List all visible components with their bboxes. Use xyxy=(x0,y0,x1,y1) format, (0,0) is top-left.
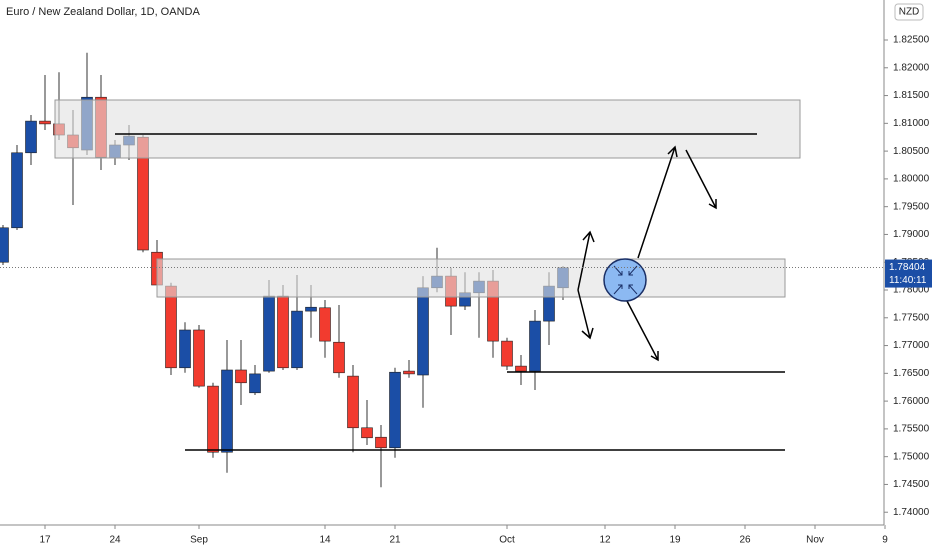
candle-body xyxy=(39,120,51,125)
candle-body xyxy=(0,227,9,263)
candle-body xyxy=(389,371,401,449)
y-tick-label: 1.76500 xyxy=(893,368,930,379)
x-tick-label: 14 xyxy=(319,535,331,546)
candle-body xyxy=(417,287,429,376)
currency-badge[interactable] xyxy=(894,3,924,21)
y-tick-label: 1.77500 xyxy=(893,312,930,323)
y-tick-label: 1.74000 xyxy=(893,507,930,518)
candle-body xyxy=(277,295,289,369)
last-price-label: 1.78404 xyxy=(889,262,926,273)
x-tick-label: 19 xyxy=(669,535,681,546)
y-tick-label: 1.82000 xyxy=(893,62,930,73)
candle-body xyxy=(403,370,415,375)
candle-body xyxy=(361,427,373,439)
x-tick-label: Nov xyxy=(806,535,824,546)
x-tick-label: Oct xyxy=(499,535,515,546)
candle-body xyxy=(263,295,275,372)
candle-body xyxy=(291,310,303,369)
candle-body xyxy=(165,285,177,369)
y-tick-label: 1.79000 xyxy=(893,229,930,240)
candle-body xyxy=(529,320,541,372)
y-tick-label: 1.74500 xyxy=(893,479,930,490)
countdown-label: 11:40:11 xyxy=(889,275,927,286)
candle-body xyxy=(207,385,219,453)
candle-body xyxy=(515,365,527,372)
x-tick-label: 9 xyxy=(882,535,888,546)
supply-zone xyxy=(54,99,801,159)
y-tick-label: 1.80500 xyxy=(893,146,930,157)
last-price-box xyxy=(885,259,932,288)
candle-body xyxy=(333,341,345,374)
y-tick-label: 1.81000 xyxy=(893,118,930,129)
candle-body xyxy=(11,152,23,229)
candle-body xyxy=(25,120,37,154)
y-tick-label: 1.82500 xyxy=(893,35,930,46)
focus-circle xyxy=(603,258,647,302)
y-tick-label: 1.79500 xyxy=(893,201,930,212)
candle-body xyxy=(347,375,359,429)
x-tick-label: Sep xyxy=(190,535,208,546)
candle-body xyxy=(179,329,191,369)
candle-body xyxy=(235,369,247,384)
y-tick-label: 1.78000 xyxy=(893,285,930,296)
candle-body xyxy=(375,436,387,449)
range-zone xyxy=(156,258,786,298)
arrows xyxy=(577,145,717,362)
y-tick-label: 1.77000 xyxy=(893,340,930,351)
candle-body xyxy=(249,373,261,394)
candle-body xyxy=(319,307,331,342)
candle-body xyxy=(193,329,205,387)
x-tick-label: 24 xyxy=(109,535,121,546)
y-tick-label: 1.75500 xyxy=(893,424,930,435)
y-tick-label: 1.80000 xyxy=(893,174,930,185)
x-tick-label: 26 xyxy=(739,535,751,546)
candle-body xyxy=(501,340,513,367)
x-tick-label: 17 xyxy=(39,535,51,546)
candle-body xyxy=(305,306,317,312)
x-tick-label: 21 xyxy=(389,535,401,546)
chart-title: Euro / New Zealand Dollar, 1D, OANDA xyxy=(6,6,200,18)
y-tick-label: 1.81500 xyxy=(893,90,930,101)
candle-body xyxy=(221,369,233,453)
y-tick-label: 1.76000 xyxy=(893,396,930,407)
y-tick-label: 1.75000 xyxy=(893,451,930,462)
currency-label: NZD xyxy=(899,7,920,18)
x-tick-label: 12 xyxy=(599,535,611,546)
